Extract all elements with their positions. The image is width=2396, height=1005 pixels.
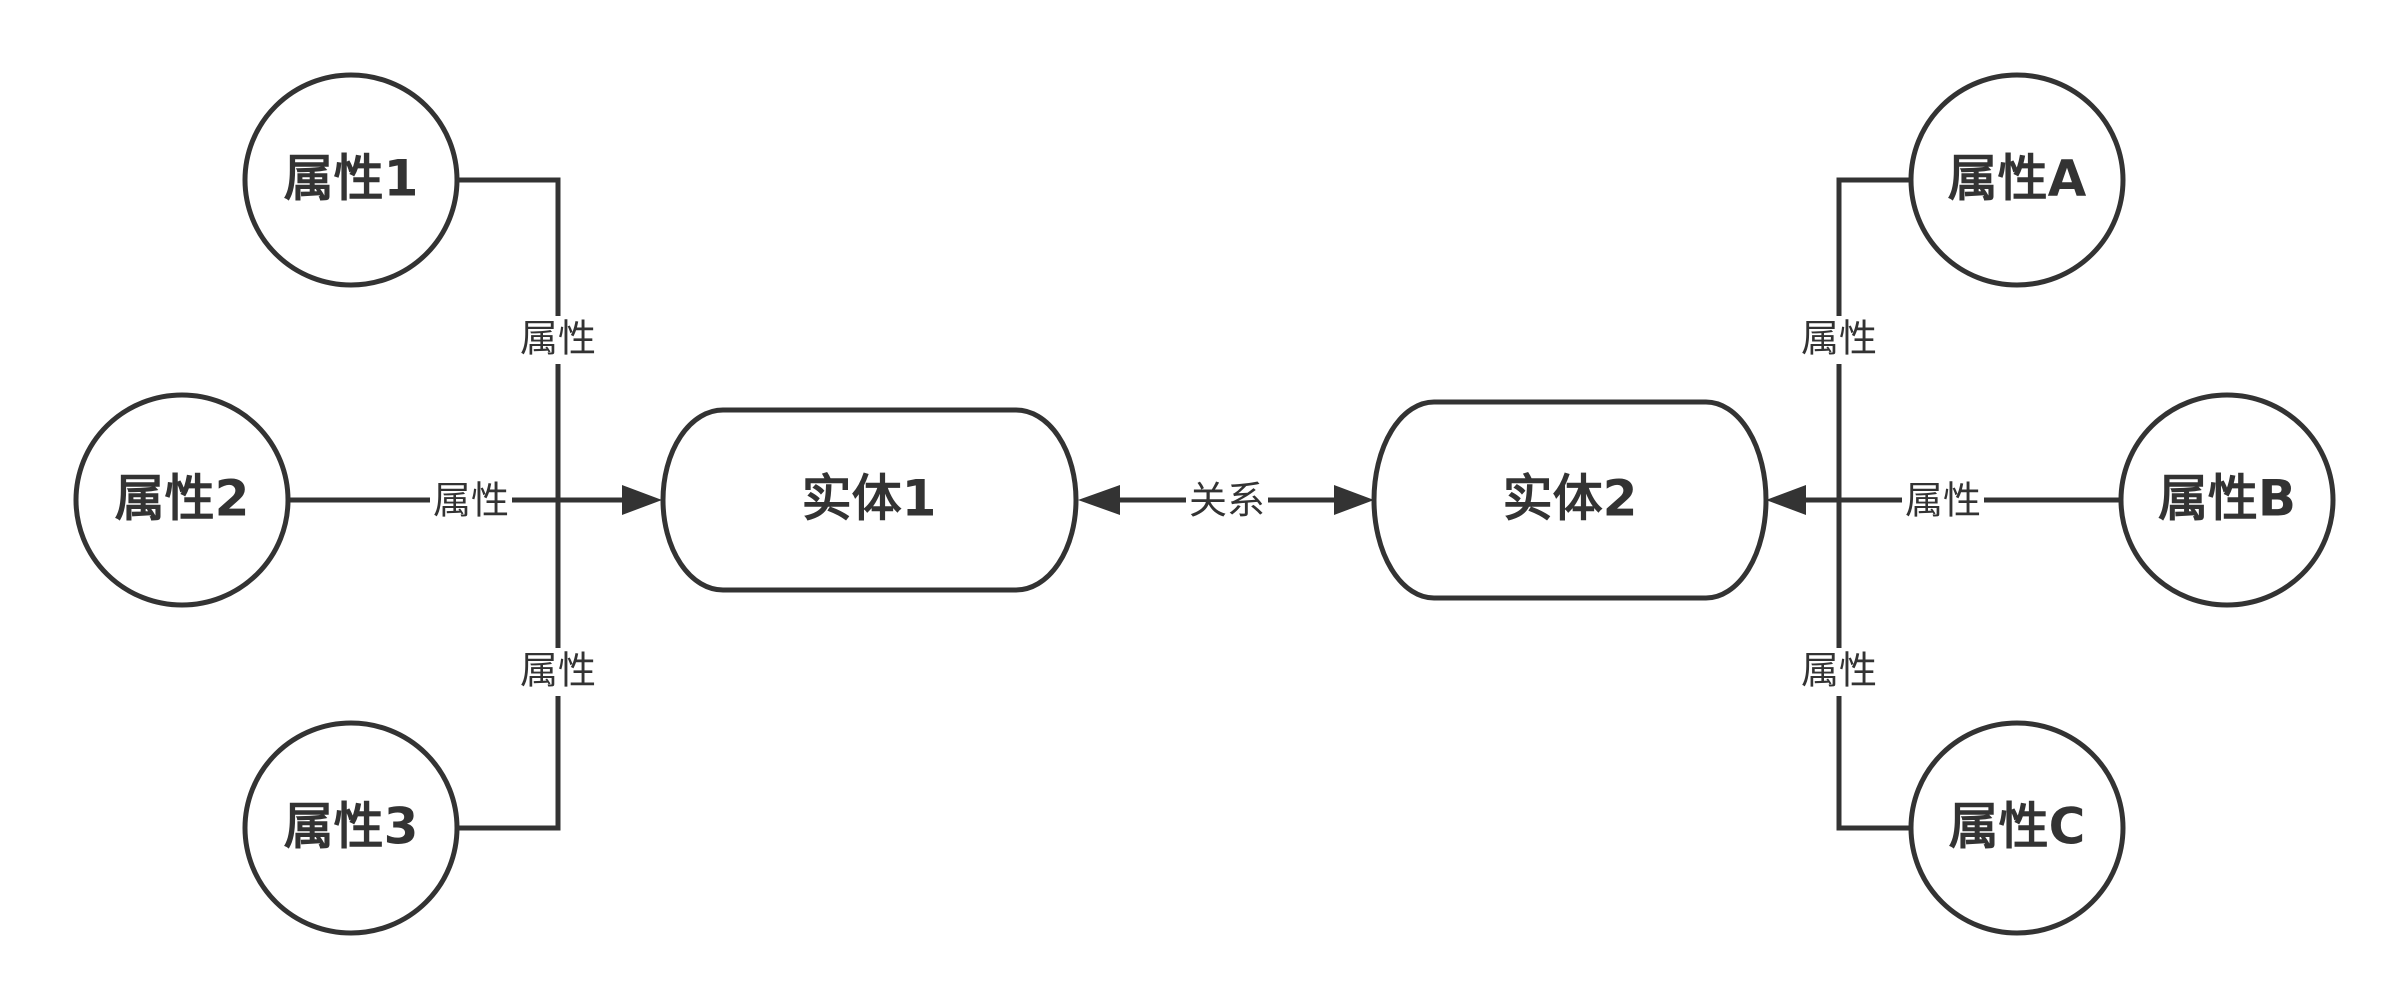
- attr3-label: 属性3: [284, 798, 419, 856]
- edge-label-attr1: 属性: [520, 317, 596, 361]
- attrC-label: 属性C: [1949, 798, 2086, 856]
- arrowhead-relation-right: [1334, 485, 1374, 515]
- attr1-label: 属性1: [284, 150, 419, 208]
- edge-label-attr3: 属性: [520, 649, 596, 693]
- entity1-label: 实体1: [802, 470, 937, 528]
- edge-label-attrC: 属性: [1801, 649, 1877, 693]
- attrA-label: 属性A: [1948, 150, 2087, 208]
- edge-label-attrA: 属性: [1801, 317, 1877, 361]
- attr2-label: 属性2: [115, 470, 250, 528]
- relation-label: 关系: [1189, 479, 1265, 523]
- arrowhead-entity1-left: [622, 485, 662, 515]
- arrowhead-entity2-right: [1766, 485, 1806, 515]
- attrB-label: 属性B: [2158, 470, 2296, 528]
- arrowhead-relation-left: [1078, 485, 1120, 515]
- entity2-label: 实体2: [1503, 470, 1638, 528]
- edge-label-attr2: 属性: [433, 479, 509, 523]
- edge-label-attrB: 属性: [1905, 479, 1981, 523]
